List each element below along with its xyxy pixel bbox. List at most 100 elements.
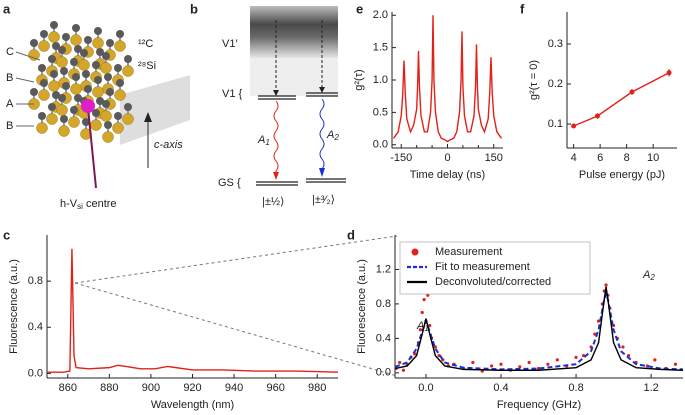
atom-c bbox=[38, 64, 46, 72]
axis-label: c-axis bbox=[154, 139, 183, 151]
atom-si bbox=[48, 80, 60, 92]
y-tick-label: 0.8 bbox=[376, 298, 391, 310]
atom-si bbox=[112, 122, 124, 134]
panel-letter: e bbox=[356, 1, 363, 16]
y-tick-label: 1.5 bbox=[373, 42, 388, 54]
level-label: V1′ bbox=[222, 38, 238, 50]
text: 1 bbox=[265, 138, 269, 147]
text: h-V bbox=[60, 198, 78, 210]
atom-si bbox=[78, 59, 90, 71]
atom-c bbox=[48, 103, 56, 111]
series-line bbox=[392, 15, 503, 143]
x-tick-label: 860 bbox=[59, 382, 77, 394]
isotope-label: ²⁸Si bbox=[138, 60, 156, 72]
leader bbox=[15, 77, 35, 83]
text: A bbox=[416, 320, 424, 332]
state-label: |±³⁄₂⟩ bbox=[312, 194, 335, 206]
vacancy bbox=[81, 99, 95, 113]
annotation: A2 bbox=[642, 269, 655, 282]
text: A bbox=[257, 134, 265, 146]
text: 2 bbox=[333, 133, 339, 142]
y-tick-label: 0.3 bbox=[548, 38, 563, 50]
atom-c bbox=[104, 73, 112, 81]
series-line bbox=[47, 248, 339, 373]
marker bbox=[555, 358, 559, 362]
text: 2 bbox=[649, 273, 655, 282]
atom-si bbox=[38, 40, 50, 52]
y-tick-label: 0.5 bbox=[373, 106, 388, 118]
marker bbox=[422, 298, 426, 302]
atom-c bbox=[94, 76, 102, 84]
series-line bbox=[573, 72, 670, 127]
atom-c bbox=[30, 88, 38, 96]
y-tick-label: 0.0 bbox=[376, 367, 391, 379]
atom-c bbox=[96, 97, 104, 105]
state-label: |±½⟩ bbox=[262, 196, 284, 208]
marker bbox=[471, 360, 475, 365]
atom-c bbox=[116, 30, 124, 38]
y-axis-title: Fluorescence (a.u.) bbox=[356, 259, 368, 354]
x-axis-title: Frequency (GHz) bbox=[497, 399, 581, 411]
lattice bbox=[28, 21, 134, 143]
x-tick-label: 0.8 bbox=[568, 382, 583, 394]
atom-si bbox=[68, 116, 80, 128]
marker bbox=[420, 310, 424, 315]
atom-c bbox=[52, 42, 60, 50]
atom-c bbox=[92, 109, 100, 117]
atom-c bbox=[96, 48, 104, 56]
text: A bbox=[642, 269, 650, 281]
atom-c bbox=[102, 52, 110, 60]
atom-c bbox=[58, 94, 66, 102]
arrow-head bbox=[273, 90, 279, 96]
band bbox=[250, 58, 338, 96]
legend-label: Measurement bbox=[435, 246, 502, 258]
layer-label: C bbox=[6, 46, 14, 58]
transition-label: A1 bbox=[257, 134, 270, 147]
marker bbox=[398, 360, 402, 365]
text: centre bbox=[83, 198, 117, 210]
marker bbox=[593, 332, 597, 336]
x-tick-label: 920 bbox=[183, 382, 201, 394]
series-line bbox=[394, 290, 684, 371]
atom-c bbox=[116, 79, 124, 87]
y-tick-label: 2.0 bbox=[373, 9, 388, 21]
atom-c bbox=[92, 61, 100, 69]
x-tick-label: 0.0 bbox=[418, 382, 433, 394]
marker bbox=[621, 345, 625, 349]
atom-si bbox=[48, 31, 60, 43]
annotation: A1 bbox=[416, 320, 429, 333]
atom-c bbox=[58, 46, 66, 54]
x-tick-label: 4 bbox=[571, 152, 577, 164]
panel-letter: b bbox=[190, 1, 198, 16]
atom-c bbox=[106, 88, 114, 96]
atom-c bbox=[106, 39, 114, 47]
marker bbox=[490, 364, 494, 368]
atom-si bbox=[114, 89, 126, 101]
y-tick-label: 0.8 bbox=[28, 275, 43, 287]
layer-label: A bbox=[6, 98, 14, 110]
marker bbox=[629, 89, 635, 95]
atom-si bbox=[56, 56, 68, 68]
atom-si bbox=[70, 34, 82, 46]
transition bbox=[273, 100, 279, 179]
atom-c bbox=[124, 103, 132, 111]
arrow-head bbox=[319, 87, 325, 93]
connector bbox=[74, 282, 398, 377]
x-tick-label: 940 bbox=[225, 382, 243, 394]
x-axis-title: Pulse energy (pJ) bbox=[579, 169, 665, 181]
y-tick-label: 0.2 bbox=[548, 78, 563, 90]
y-tick-label: 0.0 bbox=[28, 367, 43, 379]
marker bbox=[666, 70, 672, 76]
atom-c bbox=[60, 67, 68, 75]
marker bbox=[499, 362, 503, 366]
panel-letter: d bbox=[347, 227, 355, 242]
marker bbox=[428, 323, 432, 328]
marker bbox=[518, 365, 522, 369]
layer-label: B bbox=[6, 72, 13, 84]
x-tick-label: 900 bbox=[142, 382, 160, 394]
series-line bbox=[394, 286, 684, 371]
atom-c bbox=[72, 24, 80, 32]
y-tick-label: 0.0 bbox=[373, 139, 388, 151]
